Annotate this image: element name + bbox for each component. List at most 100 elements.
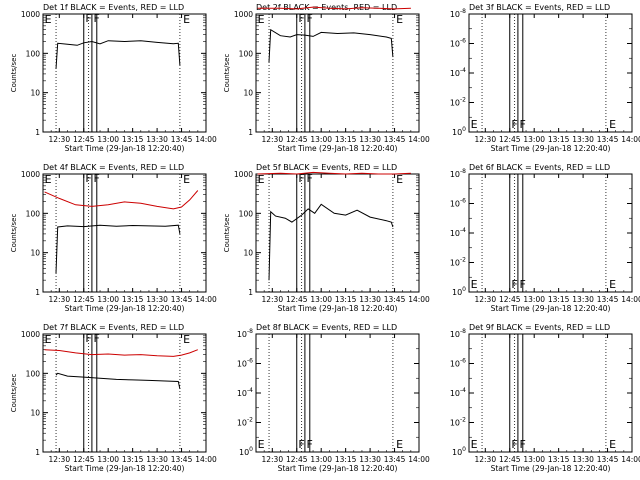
chart-title: Det 3f BLACK = Events, RED = LLD: [469, 3, 610, 12]
marker-e: E: [183, 333, 190, 346]
y-tick-label: 10: [243, 89, 253, 98]
x-tick-label: 12:45: [286, 455, 308, 464]
y-tick-label: 10-8: [450, 328, 466, 339]
x-tick-label: 13:15: [548, 295, 570, 304]
y-tick-label: 10-6: [450, 198, 466, 209]
marker-e: E: [258, 438, 265, 451]
x-axis-label: Start Time (29-Jan-18 12:20:40): [491, 144, 611, 153]
y-tick-label: 100: [26, 369, 41, 378]
events-line: [268, 203, 394, 281]
marker-f: F: [94, 332, 100, 345]
marker-f: F: [307, 12, 313, 25]
y-tick-label: 1: [248, 128, 253, 137]
marker-f: F: [511, 278, 517, 291]
x-tick-label: 12:30: [48, 135, 70, 144]
y-tick-label: 1000: [21, 330, 40, 339]
chart-title: Det 6f BLACK = Events, RED = LLD: [469, 163, 610, 172]
marker-f: F: [298, 12, 304, 25]
chart-title: Det 5f BLACK = Events, RED = LLD: [256, 163, 397, 172]
chart-title: Det 7f BLACK = Events, RED = LLD: [43, 323, 184, 332]
x-tick-label: 12:30: [474, 135, 496, 144]
x-tick-label: 13:15: [335, 295, 357, 304]
y-tick-label: 10-4: [450, 227, 466, 238]
chart-title: Det 4f BLACK = Events, RED = LLD: [43, 163, 184, 172]
plot-frame: [468, 333, 633, 453]
x-tick-label: 12:30: [48, 295, 70, 304]
marker-f: F: [94, 172, 100, 185]
x-axis-label: Start Time (29-Jan-18 12:20:40): [491, 304, 611, 313]
x-tick-label: 13:45: [384, 295, 406, 304]
x-axis-label: Start Time (29-Jan-18 12:20:40): [65, 464, 185, 473]
y-axis-label: Counts/sec: [10, 54, 18, 93]
marker-f: F: [94, 12, 100, 25]
x-tick-label: 13:00: [523, 295, 545, 304]
plot-frame: [468, 13, 633, 133]
chart-panel-3: Det 3f BLACK = Events, RED = LLD 12:30 12:…: [450, 3, 640, 153]
x-tick-label: 14:00: [408, 455, 430, 464]
x-tick-label: 13:15: [335, 455, 357, 464]
plot-frame: [255, 173, 420, 293]
events-line: [268, 28, 394, 63]
chart-panel-9: Det 9f BLACK = Events, RED = LLD 12:30 12:…: [450, 323, 640, 473]
x-tick-label: 13:30: [359, 455, 381, 464]
y-tick-label: 10: [30, 89, 40, 98]
y-tick-label: 10-2: [237, 417, 253, 428]
marker-e: E: [45, 333, 52, 346]
marker-e: E: [471, 438, 478, 451]
marker-e: E: [471, 118, 478, 131]
x-tick-label: 14:00: [195, 295, 217, 304]
y-tick-label: 10-2: [450, 97, 466, 108]
y-tick-label: 10-8: [450, 168, 466, 179]
marker-f: F: [511, 438, 517, 451]
marker-f: F: [520, 278, 526, 291]
x-tick-label: 13:30: [572, 295, 594, 304]
y-tick-label: 1000: [234, 10, 253, 19]
y-axis-label: Counts/sec: [10, 374, 18, 413]
marker-f: F: [520, 438, 526, 451]
plot-frame: [255, 13, 420, 133]
marker-f: F: [85, 332, 91, 345]
y-tick-label: 10-4: [237, 387, 253, 398]
x-tick-label: 13:15: [122, 455, 144, 464]
marker-e: E: [45, 173, 52, 186]
x-tick-label: 14:00: [408, 135, 430, 144]
x-tick-label: 12:30: [48, 455, 70, 464]
x-tick-label: 13:45: [171, 295, 193, 304]
x-tick-label: 14:00: [408, 295, 430, 304]
y-axis-label: Counts/sec: [223, 214, 231, 253]
plot-frame: [255, 333, 420, 453]
x-tick-label: 13:00: [310, 455, 332, 464]
x-tick-label: 13:45: [171, 455, 193, 464]
x-tick-label: 13:45: [597, 455, 619, 464]
y-axis-label: Counts/sec: [223, 54, 231, 93]
marker-f: F: [511, 118, 517, 131]
marker-f: F: [307, 438, 313, 451]
chart-panel-5: Det 5f BLACK = Events, RED = LLD 12:30 12:…: [223, 163, 430, 313]
x-tick-label: 12:30: [474, 295, 496, 304]
x-axis-label: Start Time (29-Jan-18 12:20:40): [65, 304, 185, 313]
y-tick-label: 10-6: [450, 38, 466, 49]
marker-e: E: [471, 278, 478, 291]
x-tick-label: 12:45: [499, 135, 521, 144]
events-line: [55, 372, 181, 390]
x-tick-label: 14:00: [621, 295, 640, 304]
marker-f: F: [85, 12, 91, 25]
y-axis-label: Counts/sec: [10, 214, 18, 253]
y-tick-label: 1: [35, 128, 40, 137]
x-tick-label: 13:00: [97, 295, 119, 304]
y-tick-label: 1: [35, 448, 40, 457]
x-tick-label: 14:00: [621, 135, 640, 144]
lld-line: [257, 6, 411, 10]
chart-panel-2: Det 2f BLACK = Events, RED = LLD 12:30 12:…: [223, 3, 430, 153]
x-tick-label: 13:15: [122, 135, 144, 144]
y-tick-label: 100: [452, 286, 466, 297]
x-tick-label: 13:45: [384, 455, 406, 464]
x-tick-label: 13:00: [523, 455, 545, 464]
chart-panel-4: Det 4f BLACK = Events, RED = LLD 12:30 12:…: [10, 163, 217, 313]
y-tick-label: 10-2: [450, 257, 466, 268]
y-tick-label: 100: [452, 446, 466, 457]
chart-title: Det 8f BLACK = Events, RED = LLD: [256, 323, 397, 332]
x-tick-label: 13:30: [572, 455, 594, 464]
chart-title: Det 2f BLACK = Events, RED = LLD: [256, 3, 397, 12]
x-tick-label: 13:30: [572, 135, 594, 144]
